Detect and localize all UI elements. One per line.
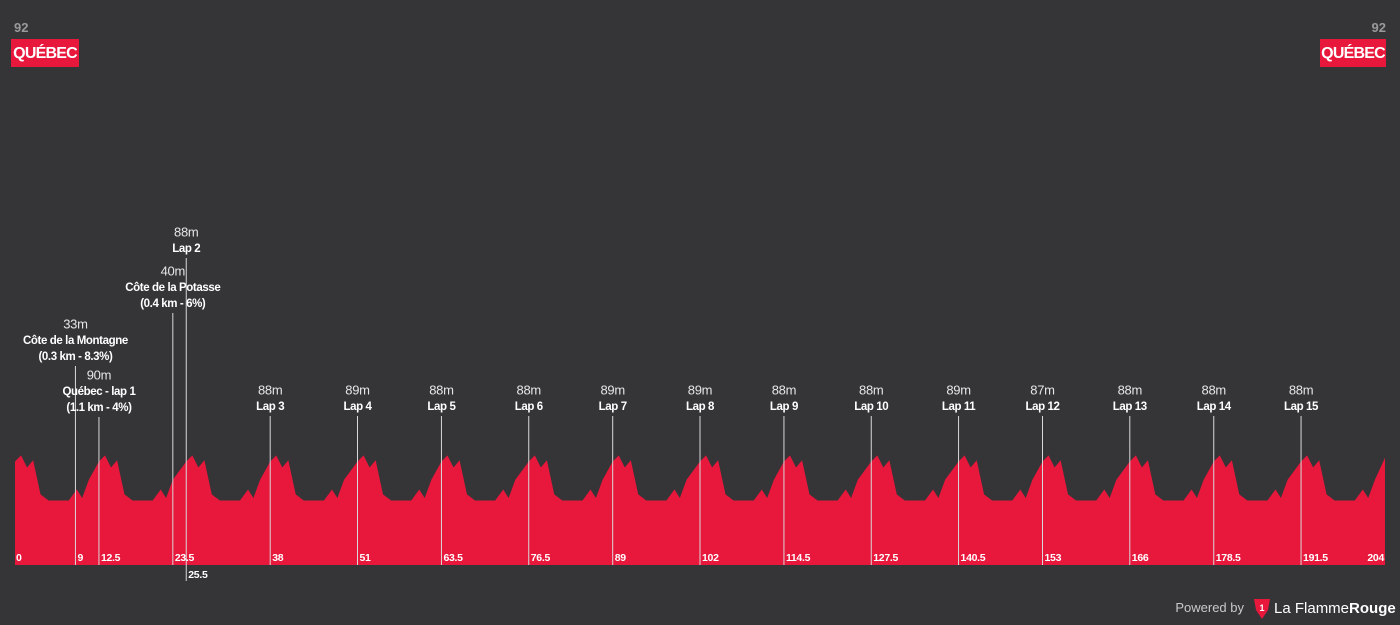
marker-name: Côte de la Potasse (125, 282, 220, 294)
x-tick-label: 25.5 (188, 569, 208, 581)
marker-name: Lap 13 (1113, 401, 1147, 413)
marker-name: Lap 4 (343, 401, 372, 413)
brand-text: La Flamme (1274, 600, 1349, 617)
marker-elevation: 88m (429, 382, 453, 397)
marker-elevation: 40m (161, 263, 185, 278)
x-tick-label: 51 (360, 552, 372, 564)
marker-elevation: 89m (688, 382, 712, 397)
marker-elevation: 88m (517, 382, 541, 397)
marker-name: Lap 7 (599, 401, 627, 413)
start-place: QUÉBEC (13, 43, 78, 62)
plot: 33m Côte de la Montagne (0.3 km - 8.3%) 90m… (15, 224, 1385, 581)
marker-elevation: 89m (946, 382, 970, 397)
logo-number: 1 (1259, 603, 1264, 613)
marker-elevation: 88m (174, 224, 198, 239)
x-tick-label: 191.5 (1303, 552, 1328, 564)
marker-elevation: 88m (1118, 382, 1142, 397)
marker-elevation: 88m (1202, 382, 1226, 397)
powered-by: Powered by (1175, 600, 1244, 615)
marker-name: Lap 15 (1284, 401, 1319, 413)
marker-name: Lap 11 (942, 401, 976, 413)
marker-elevation: 33m (63, 316, 87, 331)
marker-name: Lap 12 (1025, 401, 1059, 413)
marker-elevation: 88m (859, 382, 883, 397)
x-tick-label: 166 (1132, 552, 1149, 564)
x-tick-label: 178.5 (1216, 552, 1241, 564)
start-badge (11, 39, 79, 67)
x-tick-label: 114.5 (786, 552, 811, 564)
x-tick-label: 12.5 (101, 552, 121, 564)
marker-elevation: 87m (1030, 382, 1054, 397)
x-tick-label: 140.5 (961, 552, 986, 564)
marker-name: Lap 2 (172, 243, 200, 255)
finish-badge (1320, 39, 1386, 67)
marker-name: Lap 10 (854, 401, 888, 413)
x-tick-label: 38 (272, 552, 284, 564)
marker-name: Lap 9 (770, 401, 798, 413)
finish-elevation: 92 (1372, 20, 1386, 35)
x-tick-label: 0 (16, 552, 22, 564)
marker-detail: (0.4 km - 6%) (140, 298, 206, 310)
x-tick-label: 153 (1045, 552, 1062, 564)
marker-name: Lap 5 (427, 401, 456, 413)
x-tick-label: 23.5 (175, 552, 195, 564)
marker-detail: (1.1 km - 4%) (66, 402, 132, 414)
finish-place: QUÉBEC (1321, 43, 1386, 62)
marker-elevation: 88m (772, 382, 796, 397)
logo (1254, 599, 1270, 619)
x-tick-label: 102 (702, 552, 719, 564)
marker-elevation: 88m (258, 382, 282, 397)
marker-name: Lap 3 (256, 401, 284, 413)
x-tick-label: 127.5 (873, 552, 898, 564)
x-tick-label: 9 (77, 552, 83, 564)
brand-bold: Rouge (1349, 600, 1396, 617)
marker-name: Côte de la Montagne (23, 335, 128, 347)
marker-detail: (0.3 km - 8.3%) (38, 351, 112, 363)
x-tick-label: 76.5 (531, 552, 551, 564)
x-tick-label: 63.5 (443, 552, 463, 564)
marker-name: Lap 8 (686, 401, 715, 413)
marker-name: Lap 6 (515, 401, 543, 413)
marker-elevation: 89m (601, 382, 625, 397)
marker-elevation: 88m (1289, 382, 1313, 397)
marker-name: Lap 14 (1197, 401, 1232, 413)
brand: La FlammeRouge (1274, 600, 1396, 617)
marker-name: Québec - lap 1 (62, 386, 136, 398)
marker-elevation: 89m (345, 382, 369, 397)
marker-elevation: 90m (87, 367, 111, 382)
x-tick-label: 89 (615, 552, 627, 564)
x-tick-label: 204 (1367, 552, 1384, 564)
start-elevation: 92 (14, 20, 28, 35)
